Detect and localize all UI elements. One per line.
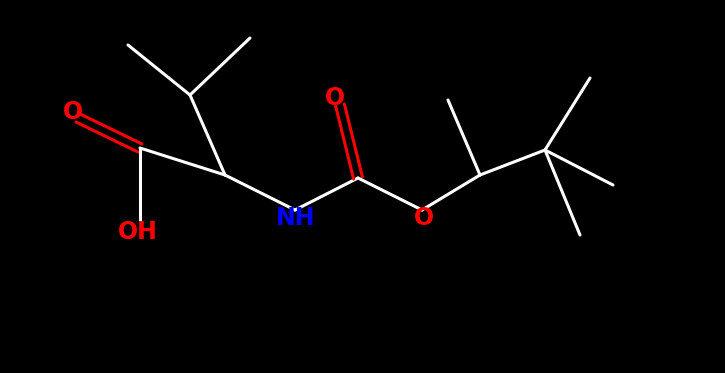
Text: O: O xyxy=(63,100,83,124)
Text: OH: OH xyxy=(118,220,158,244)
Text: NH: NH xyxy=(276,206,316,230)
Text: O: O xyxy=(414,206,434,230)
Text: O: O xyxy=(325,86,345,110)
